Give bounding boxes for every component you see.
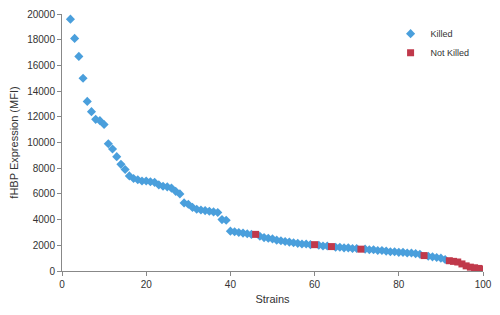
svg-text:2000: 2000 bbox=[33, 240, 56, 251]
svg-text:14000: 14000 bbox=[27, 86, 55, 97]
svg-text:16000: 16000 bbox=[27, 60, 55, 71]
svg-text:0: 0 bbox=[49, 266, 55, 277]
svg-text:18000: 18000 bbox=[27, 34, 55, 45]
svg-text:40: 40 bbox=[225, 279, 237, 290]
svg-text:60: 60 bbox=[309, 279, 321, 290]
svg-text:Strains: Strains bbox=[255, 293, 290, 305]
svg-text:6000: 6000 bbox=[33, 188, 56, 199]
svg-text:4000: 4000 bbox=[33, 214, 56, 225]
svg-text:20: 20 bbox=[141, 279, 153, 290]
svg-text:0: 0 bbox=[59, 279, 65, 290]
svg-text:80: 80 bbox=[393, 279, 405, 290]
svg-text:8000: 8000 bbox=[33, 163, 56, 174]
svg-text:100: 100 bbox=[475, 279, 492, 290]
svg-text:Killed: Killed bbox=[431, 29, 453, 39]
svg-text:20000: 20000 bbox=[27, 9, 55, 20]
svg-text:12000: 12000 bbox=[27, 111, 55, 122]
svg-text:10000: 10000 bbox=[27, 137, 55, 148]
svg-text:fHBP Expression (MFI): fHBP Expression (MFI) bbox=[8, 86, 20, 198]
svg-text:Not Killed: Not Killed bbox=[431, 48, 470, 58]
